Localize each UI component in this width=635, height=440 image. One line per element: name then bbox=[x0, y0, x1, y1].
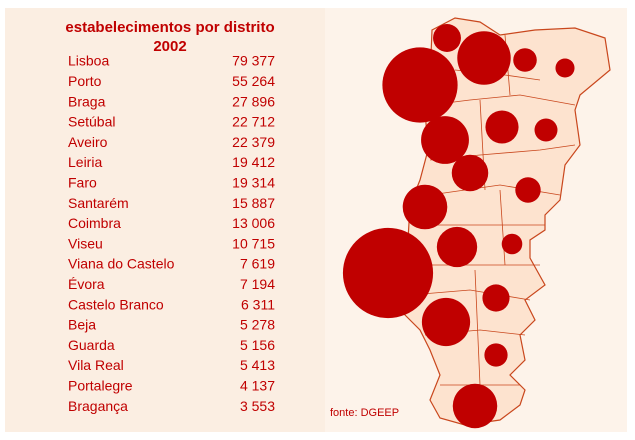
bubble bbox=[457, 31, 511, 85]
bubble bbox=[433, 24, 461, 52]
district-value: 55 264 bbox=[232, 73, 275, 89]
district-name: Coimbra bbox=[68, 215, 121, 231]
bubble bbox=[452, 383, 498, 429]
bubble bbox=[482, 284, 510, 312]
district-name: Beja bbox=[68, 317, 96, 333]
bubble bbox=[421, 297, 471, 347]
bubble bbox=[513, 48, 537, 72]
district-name: Guarda bbox=[68, 337, 115, 353]
district-value: 22 379 bbox=[232, 134, 275, 150]
bubble bbox=[436, 226, 478, 268]
bubble bbox=[402, 184, 448, 230]
district-value: 5 278 bbox=[240, 317, 275, 333]
district-name: Faro bbox=[68, 175, 97, 191]
district-name: Leiria bbox=[68, 154, 102, 170]
district-name: Setúbal bbox=[68, 114, 115, 130]
district-name: Aveiro bbox=[68, 134, 108, 150]
district-name: Portalegre bbox=[68, 378, 133, 394]
district-name: Porto bbox=[68, 73, 102, 89]
year: 2002 bbox=[153, 38, 186, 55]
district-name: Vila Real bbox=[68, 357, 124, 373]
bubble bbox=[515, 177, 541, 203]
bubble bbox=[342, 227, 434, 319]
bubble bbox=[421, 116, 469, 164]
bubble bbox=[485, 110, 519, 144]
district-name: Viseu bbox=[68, 235, 103, 251]
district-value: 4 137 bbox=[240, 378, 275, 394]
district-value: 7 194 bbox=[240, 276, 275, 292]
bubble bbox=[382, 47, 458, 123]
district-value: 5 413 bbox=[240, 357, 275, 373]
bubble bbox=[451, 154, 489, 192]
district-name: Santarém bbox=[68, 195, 129, 211]
district-name: Lisboa bbox=[68, 53, 109, 69]
title: estabelecimentos por distrito bbox=[65, 19, 274, 36]
district-value: 13 006 bbox=[232, 215, 275, 231]
district-name: Braga bbox=[68, 93, 106, 109]
district-value: 22 712 bbox=[232, 114, 275, 130]
district-name: Bragança bbox=[68, 398, 128, 414]
district-value: 7 619 bbox=[240, 256, 275, 272]
district-name: Castelo Branco bbox=[68, 296, 164, 312]
bubble bbox=[484, 343, 508, 367]
district-value: 5 156 bbox=[240, 337, 275, 353]
district-value: 19 314 bbox=[232, 175, 275, 191]
bubble bbox=[555, 58, 575, 78]
district-value: 6 311 bbox=[241, 296, 275, 312]
district-name: Évora bbox=[68, 276, 105, 292]
district-name: Viana do Castelo bbox=[68, 256, 175, 272]
district-value: 15 887 bbox=[232, 195, 275, 211]
district-value: 10 715 bbox=[232, 235, 275, 251]
district-value: 27 896 bbox=[232, 93, 275, 109]
bubble bbox=[534, 118, 558, 142]
district-value: 19 412 bbox=[232, 154, 275, 170]
bubble bbox=[501, 233, 523, 255]
district-value: 79 377 bbox=[232, 53, 275, 69]
district-value: 3 553 bbox=[240, 398, 275, 414]
source: fonte: DGEEP bbox=[330, 407, 399, 419]
